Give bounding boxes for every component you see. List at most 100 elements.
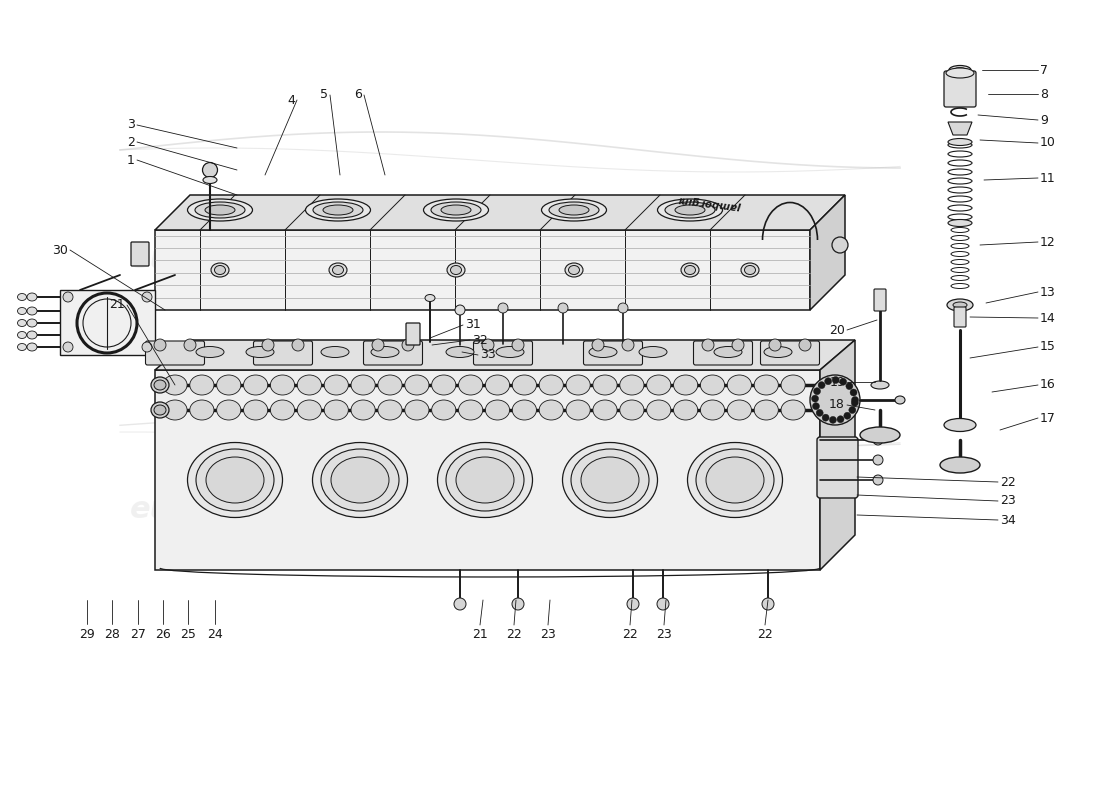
Ellipse shape [312, 442, 407, 518]
Ellipse shape [701, 400, 725, 420]
Text: eurospares: eurospares [130, 246, 322, 274]
Ellipse shape [485, 400, 509, 420]
Ellipse shape [764, 346, 792, 358]
Ellipse shape [666, 202, 715, 218]
Ellipse shape [593, 375, 617, 395]
Text: 20: 20 [829, 323, 845, 337]
Ellipse shape [331, 457, 389, 503]
Text: 22: 22 [623, 628, 638, 641]
Ellipse shape [755, 400, 779, 420]
Text: 4: 4 [287, 94, 295, 106]
Ellipse shape [562, 442, 658, 518]
Text: 17: 17 [1040, 411, 1056, 425]
Ellipse shape [559, 205, 588, 215]
Circle shape [454, 598, 466, 610]
Ellipse shape [246, 346, 274, 358]
Circle shape [498, 303, 508, 313]
Ellipse shape [424, 199, 488, 221]
Ellipse shape [860, 427, 900, 443]
Ellipse shape [306, 199, 371, 221]
Ellipse shape [271, 400, 295, 420]
Text: 16: 16 [1040, 378, 1056, 391]
Ellipse shape [297, 375, 321, 395]
Circle shape [142, 342, 152, 352]
Ellipse shape [351, 375, 375, 395]
Text: 26: 26 [155, 628, 170, 641]
Ellipse shape [196, 449, 274, 511]
Ellipse shape [647, 375, 671, 395]
Ellipse shape [673, 375, 697, 395]
Polygon shape [155, 230, 810, 310]
Ellipse shape [446, 449, 524, 511]
Ellipse shape [151, 377, 169, 393]
Ellipse shape [539, 400, 563, 420]
Ellipse shape [447, 263, 465, 277]
Ellipse shape [681, 263, 698, 277]
Circle shape [702, 339, 714, 351]
Polygon shape [60, 290, 155, 355]
Circle shape [846, 382, 852, 390]
Ellipse shape [206, 457, 264, 503]
Ellipse shape [243, 400, 267, 420]
Ellipse shape [187, 442, 283, 518]
Text: 21: 21 [472, 628, 488, 641]
Ellipse shape [28, 307, 37, 315]
Ellipse shape [588, 346, 617, 358]
Ellipse shape [204, 177, 217, 183]
Ellipse shape [18, 294, 26, 301]
Text: 6: 6 [354, 89, 362, 102]
Ellipse shape [947, 299, 974, 311]
Circle shape [402, 339, 414, 351]
Text: 5: 5 [320, 89, 328, 102]
Text: 1: 1 [128, 154, 135, 166]
Circle shape [618, 303, 628, 313]
Text: 33: 33 [480, 349, 496, 362]
Text: 23: 23 [540, 628, 556, 641]
Ellipse shape [329, 263, 346, 277]
Circle shape [627, 598, 639, 610]
Ellipse shape [214, 266, 225, 274]
FancyBboxPatch shape [944, 71, 976, 107]
Circle shape [621, 339, 634, 351]
Circle shape [292, 339, 304, 351]
Ellipse shape [378, 375, 403, 395]
Ellipse shape [701, 375, 725, 395]
Text: 18: 18 [829, 398, 845, 411]
Text: 13: 13 [1040, 286, 1056, 298]
Ellipse shape [940, 457, 980, 473]
Circle shape [822, 414, 829, 421]
Circle shape [816, 410, 823, 416]
Circle shape [833, 377, 839, 383]
Ellipse shape [154, 380, 166, 390]
FancyBboxPatch shape [954, 307, 966, 327]
Ellipse shape [954, 67, 966, 73]
Ellipse shape [639, 346, 667, 358]
Polygon shape [155, 340, 855, 370]
Ellipse shape [151, 402, 169, 418]
Text: eurospares: eurospares [130, 495, 322, 525]
Ellipse shape [581, 457, 639, 503]
Ellipse shape [195, 202, 245, 218]
Ellipse shape [727, 375, 751, 395]
Ellipse shape [196, 346, 224, 358]
Ellipse shape [871, 381, 889, 389]
Circle shape [812, 395, 818, 402]
FancyBboxPatch shape [817, 437, 858, 498]
Text: 23: 23 [656, 628, 672, 641]
Ellipse shape [211, 263, 229, 277]
Circle shape [825, 378, 832, 385]
Ellipse shape [451, 266, 462, 274]
Ellipse shape [321, 449, 399, 511]
Ellipse shape [781, 375, 805, 395]
Ellipse shape [324, 375, 349, 395]
Ellipse shape [321, 346, 349, 358]
Circle shape [512, 598, 524, 610]
Ellipse shape [332, 266, 343, 274]
FancyBboxPatch shape [693, 341, 752, 365]
Circle shape [762, 598, 774, 610]
Ellipse shape [647, 400, 671, 420]
Ellipse shape [324, 400, 349, 420]
Ellipse shape [456, 457, 514, 503]
Ellipse shape [314, 202, 363, 218]
Ellipse shape [405, 375, 429, 395]
